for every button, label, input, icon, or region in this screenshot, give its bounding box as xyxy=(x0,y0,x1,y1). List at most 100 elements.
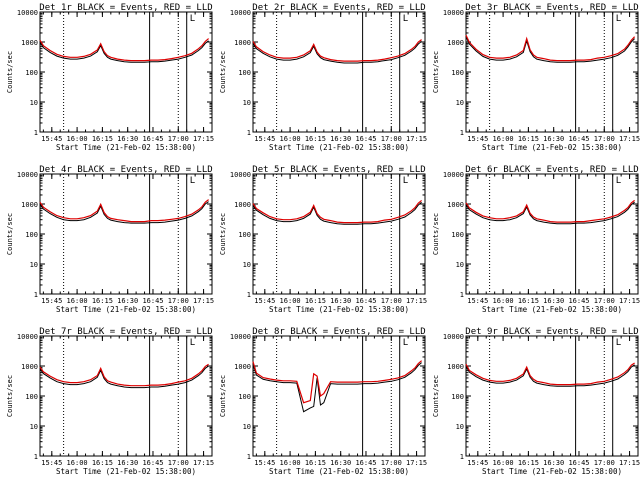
y-axis-label: Counts/sec xyxy=(219,51,227,93)
panel-det-6: Det 6r BLACK = Events, RED = LLD 1 10 100 10… xyxy=(432,165,640,314)
x-tick-label: 16:15 xyxy=(92,459,113,467)
x-tick-label: 16:15 xyxy=(305,135,326,143)
lld-line xyxy=(252,39,422,62)
y-tick-label: 10 xyxy=(30,423,38,431)
events-line xyxy=(39,201,209,224)
y-tick-label: 1 xyxy=(247,453,251,461)
y-tick-label: 10000 xyxy=(230,9,251,17)
x-tick-label: 15:45 xyxy=(254,297,275,305)
x-tick-label: 16:30 xyxy=(330,459,351,467)
y-tick-label: 10000 xyxy=(230,171,251,179)
y-tick-label: 10000 xyxy=(17,9,38,17)
x-tick-label: 15:45 xyxy=(41,297,62,305)
y-tick-label: 100 xyxy=(25,393,38,401)
y-tick-label: 1 xyxy=(247,291,251,299)
x-tick-label: 17:00 xyxy=(168,459,189,467)
x-axis-label: Start Time (21-Feb-02 15:38:00) xyxy=(56,143,196,152)
lld-line xyxy=(252,360,422,404)
x-tick-label: 16:00 xyxy=(67,459,88,467)
x-tick-label: 16:45 xyxy=(355,135,376,143)
panel-title: Det 7r BLACK = Events, RED = LLD xyxy=(39,327,212,337)
x-tick-label: 16:00 xyxy=(493,135,514,143)
y-tick-label: 1000 xyxy=(21,201,38,209)
y-tick-label: 1 xyxy=(460,129,464,137)
corner-bracket: L xyxy=(190,14,195,24)
y-tick-label: 1000 xyxy=(447,39,464,47)
panel-det-7: Det 7r BLACK = Events, RED = LLD 1 10 100 10… xyxy=(6,327,214,476)
x-tick-label: 17:15 xyxy=(406,459,427,467)
y-axis-label: Counts/sec xyxy=(432,213,440,255)
x-tick-label: 16:15 xyxy=(518,135,539,143)
x-tick-label: 17:15 xyxy=(619,297,640,305)
x-tick-label: 16:45 xyxy=(355,297,376,305)
y-tick-label: 1000 xyxy=(234,39,251,47)
x-tick-label: 15:45 xyxy=(41,459,62,467)
x-axis-label: Start Time (21-Feb-02 15:38:00) xyxy=(482,305,622,314)
panel-title: Det 3r BLACK = Events, RED = LLD xyxy=(465,3,638,13)
y-tick-label: 10 xyxy=(30,261,38,269)
events-line xyxy=(252,201,422,225)
events-line xyxy=(39,40,209,63)
y-tick-label: 10 xyxy=(456,99,464,107)
lld-line xyxy=(39,363,209,387)
panel-title: Det 4r BLACK = Events, RED = LLD xyxy=(39,165,212,175)
x-tick-label: 16:15 xyxy=(305,459,326,467)
y-tick-label: 1 xyxy=(247,129,251,137)
x-tick-label: 17:00 xyxy=(168,297,189,305)
x-tick-label: 16:45 xyxy=(142,459,163,467)
y-axis-label: Counts/sec xyxy=(432,51,440,93)
x-tick-label: 15:45 xyxy=(467,135,488,143)
x-tick-label: 16:45 xyxy=(568,135,589,143)
x-tick-label: 17:00 xyxy=(594,297,615,305)
corner-bracket: L xyxy=(616,338,621,348)
y-tick-label: 1 xyxy=(34,129,38,137)
y-tick-label: 1 xyxy=(34,453,38,461)
plot-frame xyxy=(252,11,426,133)
y-tick-label: 1000 xyxy=(21,39,38,47)
x-tick-label: 17:00 xyxy=(594,135,615,143)
y-tick-label: 100 xyxy=(451,393,464,401)
y-tick-label: 10000 xyxy=(230,333,251,341)
x-tick-label: 16:00 xyxy=(280,297,301,305)
x-tick-label: 16:30 xyxy=(330,297,351,305)
y-tick-label: 10000 xyxy=(443,9,464,17)
corner-bracket: L xyxy=(403,338,408,348)
x-tick-label: 17:00 xyxy=(594,459,615,467)
events-line xyxy=(39,365,209,389)
x-tick-label: 16:15 xyxy=(518,297,539,305)
panel-det-9: Det 9r BLACK = Events, RED = LLD 1 10 100 10… xyxy=(432,327,640,476)
panel-title: Det 2r BLACK = Events, RED = LLD xyxy=(252,3,425,13)
y-tick-label: 100 xyxy=(238,69,251,77)
y-tick-label: 1 xyxy=(460,453,464,461)
x-tick-label: 15:45 xyxy=(254,459,275,467)
y-tick-label: 1000 xyxy=(447,201,464,209)
x-tick-label: 16:30 xyxy=(117,135,138,143)
y-tick-label: 10 xyxy=(30,99,38,107)
x-tick-label: 16:30 xyxy=(117,459,138,467)
y-tick-label: 10000 xyxy=(443,333,464,341)
y-tick-label: 100 xyxy=(451,231,464,239)
panel-title: Det 5r BLACK = Events, RED = LLD xyxy=(252,165,425,175)
x-axis-label: Start Time (21-Feb-02 15:38:00) xyxy=(269,305,409,314)
x-tick-label: 17:00 xyxy=(381,135,402,143)
x-tick-label: 17:15 xyxy=(406,297,427,305)
y-tick-label: 10000 xyxy=(443,171,464,179)
x-tick-label: 16:45 xyxy=(568,459,589,467)
y-tick-label: 10 xyxy=(243,99,251,107)
x-tick-label: 15:45 xyxy=(254,135,275,143)
x-tick-label: 16:15 xyxy=(518,459,539,467)
lld-line xyxy=(39,38,209,62)
x-tick-label: 17:15 xyxy=(193,297,214,305)
x-tick-label: 16:00 xyxy=(280,459,301,467)
y-tick-label: 100 xyxy=(451,69,464,77)
x-tick-label: 15:45 xyxy=(467,459,488,467)
events-line xyxy=(252,362,422,413)
y-tick-label: 10 xyxy=(243,261,251,269)
y-tick-label: 10 xyxy=(456,423,464,431)
panel-det-2: Det 2r BLACK = Events, RED = LLD 1 10 100 10… xyxy=(219,3,427,152)
y-tick-label: 100 xyxy=(25,231,38,239)
plot-frame xyxy=(465,11,639,133)
y-axis-label: Counts/sec xyxy=(219,213,227,255)
x-tick-label: 16:30 xyxy=(543,459,564,467)
